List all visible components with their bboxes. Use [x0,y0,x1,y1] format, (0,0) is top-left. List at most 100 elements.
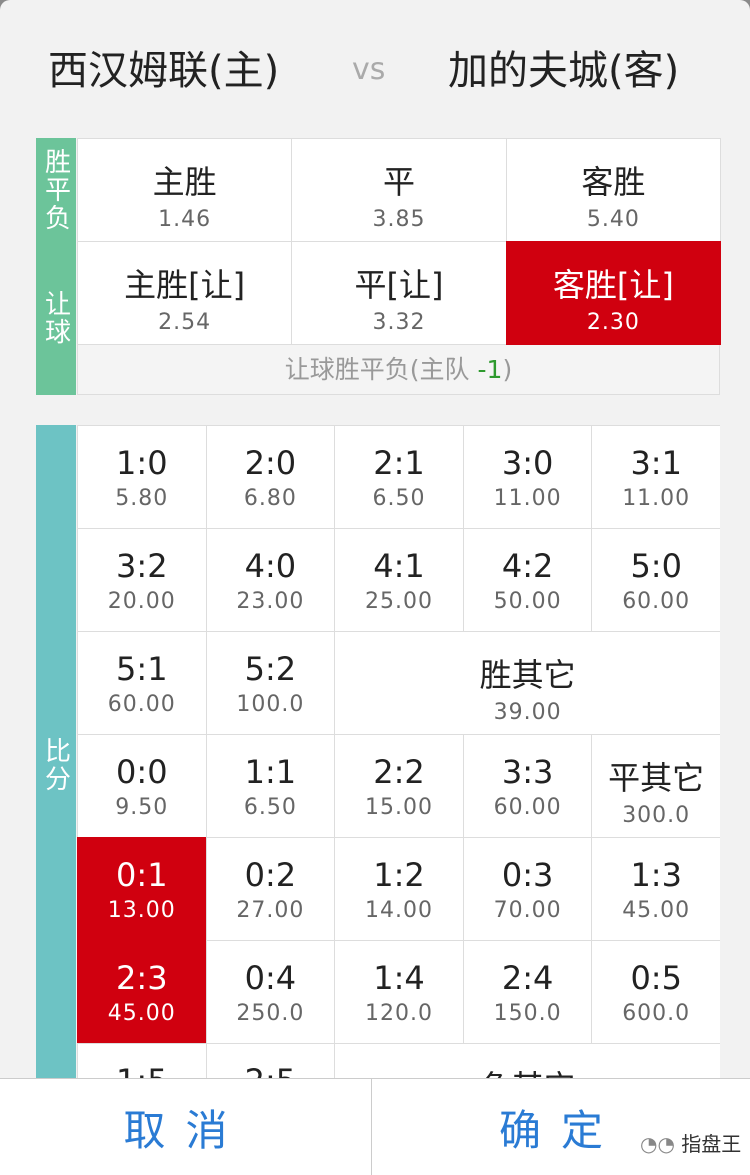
option-name: 1:4 [373,959,425,997]
confirm-button[interactable]: 确定 [372,1078,750,1175]
option-name: 平[让] [354,266,444,304]
option[interactable]: 5:0 60.00 [591,528,720,632]
option[interactable]: 3:0 11.00 [462,425,593,529]
option-name: 客胜 [581,163,646,201]
option-odds: 1.46 [158,207,212,232]
option[interactable]: 3:3 60.00 [462,734,593,838]
option[interactable]: 5:1 60.00 [77,631,207,735]
option-odds: 60.00 [493,795,562,820]
option-odds: 11.00 [622,486,691,511]
watermark: ◔◔ 指盘王 [640,1132,742,1156]
option[interactable]: 胜其它 39.00 [334,631,720,735]
option[interactable]: 负其它 [334,1043,720,1078]
option[interactable]: 2:3 45.00 [77,940,207,1044]
option-odds: 27.00 [236,898,305,923]
option[interactable]: 1:0 5.80 [77,425,207,529]
option-odds: 100.0 [236,692,305,717]
option[interactable]: 2:0 6.80 [205,425,336,529]
option-name: 2:0 [244,444,297,482]
option-name: 1:3 [630,856,682,894]
option-name: 1:2 [373,856,425,894]
option-name: 3:0 [501,444,554,482]
option-name: 5:0 [630,547,682,585]
option-odds: 9.50 [115,795,169,820]
option-odds: 150.0 [493,1001,562,1026]
option-name: 5:2 [244,650,297,688]
option[interactable]: 2:2 15.00 [334,734,464,838]
option-name: 平 [382,163,415,201]
option-odds: 250.0 [236,1001,305,1026]
handicap-value: -1 [477,355,503,384]
option[interactable]: 1:5 [77,1043,207,1078]
option[interactable]: 客胜[让] 2.30 [505,241,721,345]
option-odds: 70.00 [493,898,562,923]
option-name: 2:4 [501,959,554,997]
option-name: 客胜[让] [552,266,674,304]
vs: vs [352,52,386,87]
option-odds: 23.00 [236,589,305,614]
option-name: 5:1 [116,650,168,688]
option[interactable]: 平其它 300.0 [591,734,720,838]
option[interactable]: 平[让] 3.32 [291,241,507,345]
option-name: 0:0 [116,753,168,791]
option-odds: 300.0 [622,803,691,828]
section-label: 比分 [36,425,76,1105]
option-odds: 11.00 [493,486,562,511]
option[interactable]: 3:1 11.00 [591,425,720,529]
option-odds: 2.54 [158,310,212,335]
option-odds: 5.40 [586,207,640,232]
option[interactable]: 2:4 150.0 [462,940,593,1044]
option-odds: 39.00 [493,700,562,725]
option[interactable]: 主胜 1.46 [77,138,293,242]
option-name: 2:1 [373,444,425,482]
note-text: 让球胜平负(主队 [284,355,478,384]
option-name: 0:4 [244,959,297,997]
option[interactable]: 0:5 600.0 [591,940,720,1044]
option[interactable]: 1:3 45.00 [591,837,720,941]
option[interactable]: 0:4 250.0 [205,940,336,1044]
option-name: 胜其它 [479,656,576,694]
option-name: 4:0 [244,547,297,585]
option[interactable]: 0:3 70.00 [462,837,593,941]
option-name: 主胜[让] [124,266,246,304]
option-name: 0:2 [244,856,297,894]
option[interactable]: 4:0 23.00 [205,528,336,632]
option-odds: 3.32 [372,310,426,335]
option-odds: 3.85 [372,207,426,232]
option[interactable]: 2:1 6.50 [334,425,464,529]
option-odds: 25.00 [364,589,433,614]
option[interactable]: 2:5 [205,1043,336,1078]
option-name: 平其它 [608,759,705,797]
section-label: 让球 [36,241,76,395]
option[interactable]: 3:2 20.00 [77,528,207,632]
option-odds: 600.0 [622,1001,691,1026]
option[interactable]: 主胜[让] 2.54 [77,241,293,345]
option-name: 2:3 [116,959,168,997]
option[interactable]: 客胜 5.40 [505,138,721,242]
option[interactable]: 1:4 120.0 [334,940,464,1044]
option-name: 0:1 [116,856,168,894]
option[interactable]: 5:2 100.0 [205,631,336,735]
option-name: 4:1 [373,547,425,585]
option[interactable]: 1:1 6.50 [205,734,336,838]
option-odds: 120.0 [364,1001,433,1026]
option[interactable]: 平 3.85 [291,138,507,242]
option[interactable]: 0:2 27.00 [205,837,336,941]
option-odds: 2.30 [586,310,640,335]
option-odds: 45.00 [107,1001,176,1026]
option[interactable]: 4:1 25.00 [334,528,464,632]
score-grid: 1:0 5.80 2:0 6.80 2:1 6.50 3:0 11.00 3:1 11.00 3:2… [77,425,720,1078]
option-odds: 20.00 [107,589,176,614]
option-name: 2:2 [373,753,425,791]
watermark-text: 指盘王 [681,1132,742,1156]
away-team: 加的夫城(客) [448,48,680,94]
option[interactable]: 1:2 14.00 [334,837,464,941]
option-odds: 50.00 [493,589,562,614]
option[interactable]: 0:0 9.50 [77,734,207,838]
option-name: 负其它 [335,1062,720,1078]
cancel-button[interactable]: 取消 [0,1078,372,1175]
option-name: 3:3 [501,753,554,791]
option[interactable]: 4:2 50.00 [462,528,593,632]
option-odds: 60.00 [107,692,176,717]
option[interactable]: 0:1 13.00 [77,837,207,941]
